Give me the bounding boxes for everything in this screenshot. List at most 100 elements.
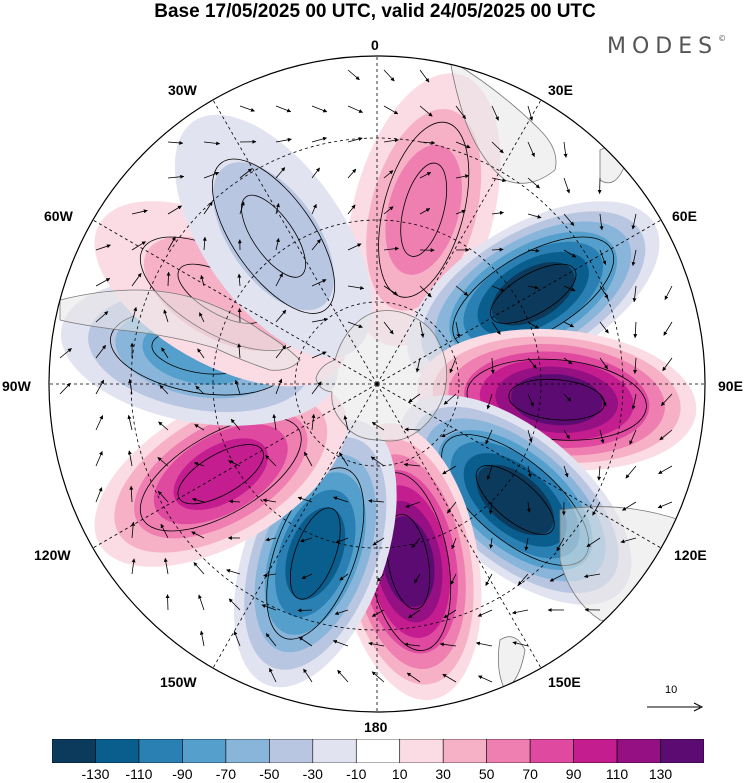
wind-vector: [347, 105, 364, 113]
wind-vector: [383, 321, 394, 335]
wind-vector: [597, 465, 602, 481]
wind-vector: [592, 501, 601, 516]
wind-vector: [167, 174, 185, 179]
wind-vector: [239, 168, 253, 179]
wind-vector: [664, 285, 673, 300]
wind-vector: [403, 642, 421, 647]
wind-vector: [404, 427, 421, 432]
wind-vector: [633, 357, 638, 374]
wind-vector: [383, 285, 398, 296]
wind-vector: [629, 429, 637, 445]
map-title: Base 17/05/2025 00 UTC, valid 24/05/2025…: [154, 1, 596, 22]
wind-vector: [275, 378, 283, 395]
wind-vector: [527, 141, 535, 158]
streamline: [475, 465, 555, 535]
lon-label-90w: 90W: [2, 378, 31, 394]
wind-vector: [167, 205, 182, 215]
wind-vector: [455, 321, 461, 339]
wind-vector: [491, 177, 507, 183]
wind-vector: [419, 105, 433, 117]
wind-vector: [442, 673, 457, 683]
lon-label-30w: 30W: [168, 82, 197, 98]
wind-vector: [200, 274, 205, 287]
wind-vector: [275, 272, 283, 287]
wind-vector: [261, 604, 277, 611]
wind-vector: [226, 569, 241, 575]
wind-vector: [370, 456, 385, 467]
wind-vector: [599, 213, 604, 231]
colorbar-swatch: [573, 739, 618, 763]
lon-label-60w: 60W: [44, 208, 73, 224]
wind-vector: [95, 311, 109, 323]
wind-vector: [304, 451, 313, 467]
wind-vector: [311, 413, 316, 431]
streamline: [378, 121, 470, 298]
meridian: [376, 383, 662, 549]
wind-vector: [512, 641, 529, 647]
wind-vector: [383, 138, 399, 143]
south-america: [59, 289, 301, 371]
colorbar-tick-label: 90: [565, 766, 582, 782]
wind-vector: [439, 642, 457, 647]
colorbar-tick-label: -50: [259, 766, 280, 782]
wind-vector: [157, 457, 169, 467]
wind-vector: [311, 203, 317, 215]
wind-vector: [198, 594, 205, 611]
lon-label-0: 0: [371, 37, 379, 53]
wind-vector: [658, 465, 673, 475]
wind-vector: [549, 573, 565, 582]
wind-vector: [512, 609, 529, 615]
wind-vector: [203, 171, 220, 179]
wind-vector: [662, 357, 673, 372]
wind-vector: [485, 573, 493, 586]
wind-vector: [228, 499, 241, 504]
wind-vector: [383, 206, 394, 215]
wind-vector: [455, 105, 466, 120]
wind-vector: [419, 285, 432, 298]
wind-vector: [265, 454, 277, 467]
wind-vector: [199, 312, 205, 323]
wind-vector: [163, 557, 169, 575]
wind-vector: [491, 105, 499, 121]
wind-vector: [451, 537, 457, 550]
wind-vector: [275, 237, 280, 251]
wind-vector: [599, 321, 609, 334]
colorbar-swatch: [225, 739, 270, 763]
colorbar-swatch: [616, 739, 661, 763]
lon-label-120w: 120W: [34, 547, 71, 563]
wind-vector: [297, 496, 313, 503]
wind-vector: [491, 321, 501, 335]
wind-vector: [311, 239, 321, 251]
wind-vector: [383, 105, 399, 115]
wind-vector: [95, 344, 107, 359]
colorbar-swatch: [355, 739, 401, 763]
wind-vector: [486, 393, 493, 410]
wind-vector: [197, 348, 205, 359]
wind-vector: [625, 465, 637, 479]
wind-vector: [371, 671, 385, 683]
colorbar-swatch: [442, 739, 487, 763]
wind-vector: [517, 573, 529, 586]
wind-vector: [527, 321, 540, 329]
wind-vector: [199, 630, 205, 647]
wind-vector: [237, 273, 242, 287]
wind-vector: [167, 140, 184, 145]
wind-vector: [475, 641, 493, 647]
colorbar-swatch: [486, 739, 531, 763]
meridian: [92, 219, 378, 385]
meridian: [212, 383, 378, 669]
colorbar-tick-label: 10: [391, 766, 408, 782]
wind-vector: [233, 630, 241, 647]
wind-vector: [556, 537, 565, 552]
wind-vector: [234, 379, 241, 395]
new-zealand: [497, 636, 526, 691]
colorbar-swatch: [138, 739, 183, 763]
wind-vector: [563, 429, 570, 440]
colorbar-tick-label: -90: [172, 766, 193, 782]
anomaly-contour: [382, 516, 435, 607]
wind-vector: [419, 69, 430, 83]
wind-vector: [239, 105, 255, 112]
wind-vector: [163, 309, 169, 323]
colorbar-tick-label: -30: [302, 766, 323, 782]
wind-vector: [159, 384, 169, 395]
